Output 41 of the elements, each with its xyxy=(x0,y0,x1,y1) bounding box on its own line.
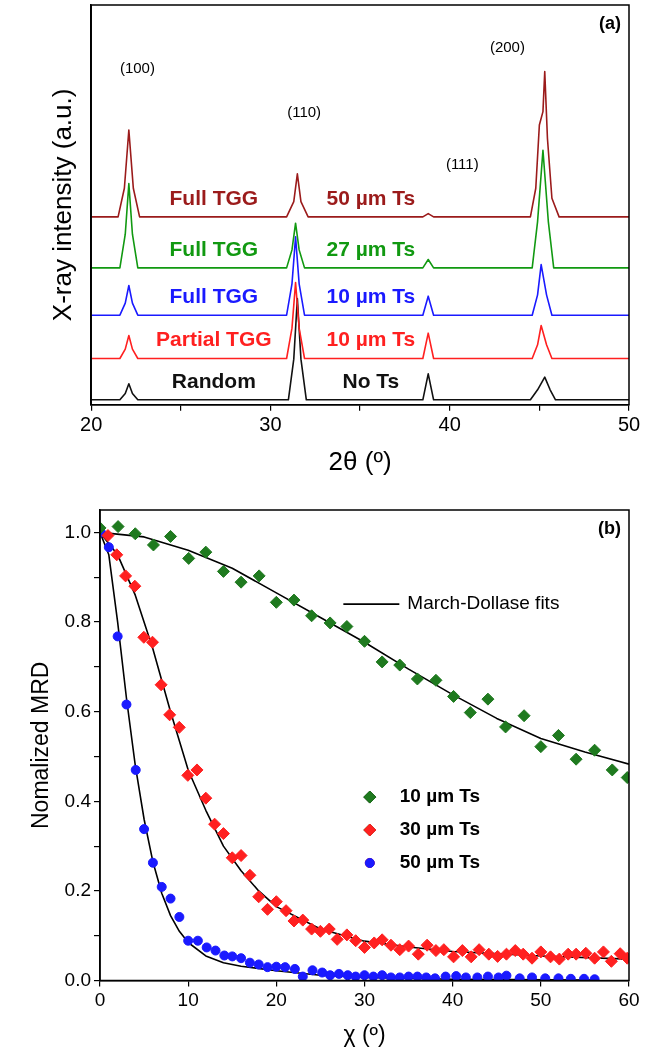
annotation: 27 µm Ts xyxy=(326,236,416,260)
x-axis-title: χ (º) xyxy=(343,1020,386,1047)
annotation: (100) xyxy=(119,59,155,77)
y-tick-label: 0.0 xyxy=(64,968,92,990)
x-tick-label: 0 xyxy=(94,989,106,1011)
legend-label: 30 µm Ts xyxy=(399,818,481,840)
x-tick-label: 20 xyxy=(265,989,287,1011)
series-label: Full TGG xyxy=(169,283,259,307)
x-tick-label: 30 xyxy=(259,413,282,436)
y-tick-label: 0.4 xyxy=(64,789,92,811)
y-axis-title: Nomalized MRD xyxy=(27,661,54,830)
legend-label: 10 µm Ts xyxy=(399,785,481,807)
y-axis-title: X-ray intensity (a.u.) xyxy=(46,88,77,322)
annotation: (b) xyxy=(598,517,621,538)
x-tick-label: 30 xyxy=(353,989,376,1011)
annotation: 10 µm Ts xyxy=(326,283,416,307)
series-label: Random xyxy=(171,368,256,392)
x-tick-label: 60 xyxy=(618,989,640,1011)
y-tick-label: 0.8 xyxy=(64,610,92,632)
x-tick-label: 50 xyxy=(530,989,552,1011)
legend-label: March-Dollase fits xyxy=(407,592,560,614)
series-label: Full TGG xyxy=(169,236,259,260)
annotation: No Ts xyxy=(342,368,400,392)
x-tick-label: 50 xyxy=(617,413,641,436)
x-axis-title: 2θ (º) xyxy=(328,445,392,476)
series-label: Partial TGG xyxy=(156,327,272,351)
y-tick-label: 0.6 xyxy=(64,699,92,721)
annotation: (111) xyxy=(445,155,479,173)
series-label: Full TGG xyxy=(169,185,259,209)
annotation: 50 µm Ts xyxy=(326,185,416,209)
x-tick-label: 20 xyxy=(80,413,103,436)
text: (200) xyxy=(489,37,525,55)
legend-label: 50 µm Ts xyxy=(399,851,481,873)
y-tick-label: 0.2 xyxy=(64,879,92,901)
x-tick-label: 40 xyxy=(442,989,464,1011)
x-tick-label: 40 xyxy=(438,413,461,436)
annotation: 10 µm Ts xyxy=(326,327,416,351)
y-tick-label: 1.0 xyxy=(64,520,92,542)
x-tick-label: 10 xyxy=(177,989,199,1011)
annotation: (110) xyxy=(287,103,322,121)
text: (a) xyxy=(599,12,621,33)
